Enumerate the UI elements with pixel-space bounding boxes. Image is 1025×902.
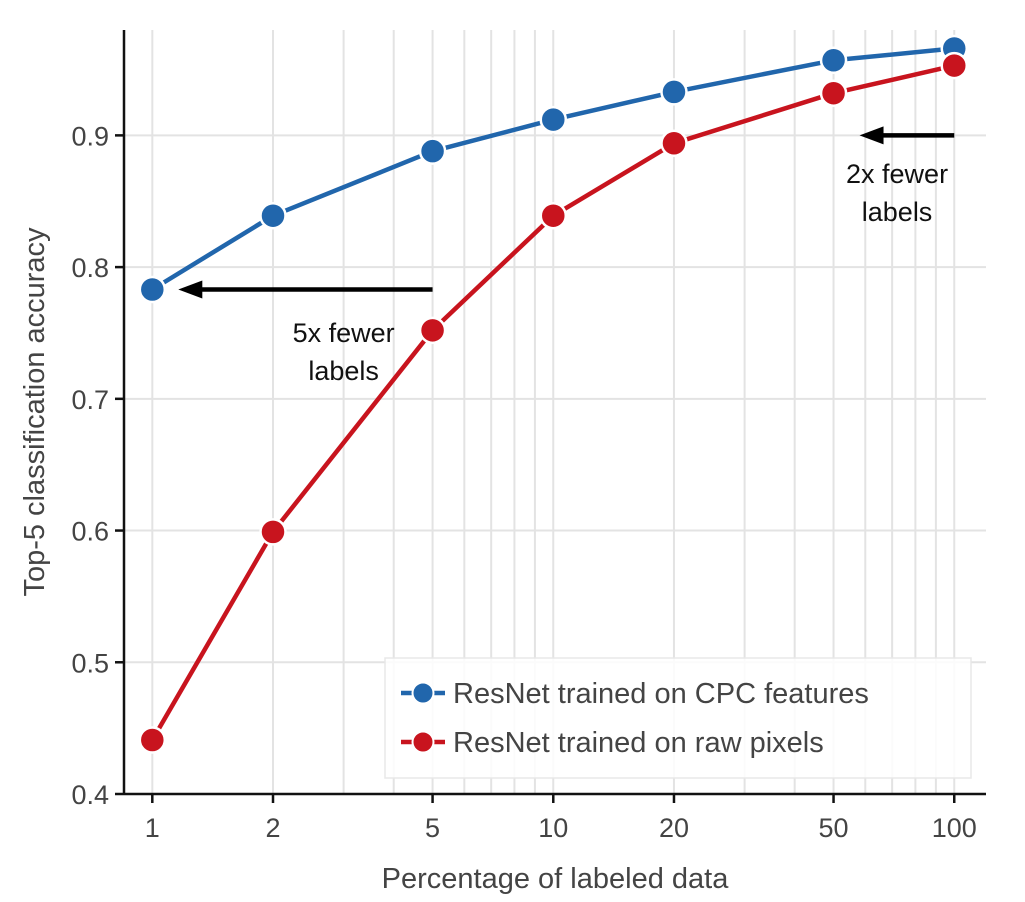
x-tick-label: 2: [265, 813, 280, 843]
annotations: 5x fewer labels 2x fewer labels: [178, 126, 955, 386]
series-group: [138, 34, 969, 754]
annotation-text: 2x fewer: [846, 159, 948, 189]
data-point-series-1: [660, 78, 688, 106]
data-point-series-1: [138, 275, 167, 304]
x-tick-label: 20: [659, 813, 689, 843]
x-tick-label: 100: [932, 813, 977, 843]
data-point-series-2: [539, 201, 568, 230]
y-tick-label: 0.4: [71, 780, 109, 810]
y-axis-label: Top-5 classification accuracy: [19, 227, 51, 597]
legend-label: ResNet trained on raw pixels: [453, 727, 824, 759]
legend-label: ResNet trained on CPC features: [453, 678, 869, 710]
y-tick-label: 0.7: [71, 385, 109, 415]
axis-ticks: 1 2 5 10 20 50 100 0.4 0.5 0.6 0.7 0.8 0.9: [71, 121, 976, 843]
x-tick-label: 10: [538, 813, 568, 843]
legend-marker: [411, 730, 435, 754]
data-point-series-1: [259, 201, 287, 230]
y-tick-label: 0.6: [71, 517, 109, 547]
data-point-series-1: [819, 46, 848, 75]
x-axis-label: Percentage of labeled data: [382, 863, 730, 895]
legend-marker: [411, 681, 435, 705]
y-tick-label: 0.5: [71, 648, 109, 678]
y-tick-label: 0.9: [71, 121, 109, 151]
data-point-series-2: [940, 51, 969, 80]
annotation-text: labels: [308, 356, 379, 386]
annotation-text: 5x fewer: [293, 318, 395, 348]
y-tick-label: 0.8: [71, 253, 109, 283]
axes: [122, 30, 986, 796]
data-point-series-2: [138, 726, 167, 754]
data-point-series-1: [418, 137, 447, 165]
annotation-arrowhead: [178, 280, 203, 299]
legend-box: [384, 657, 972, 779]
legend: ResNet trained on CPC features ResNet tra…: [384, 657, 972, 779]
x-tick-label: 50: [819, 813, 849, 843]
x-tick-label: 5: [425, 813, 440, 843]
data-point-series-2: [418, 316, 447, 345]
annotation-arrowhead: [859, 126, 884, 145]
x-tick-label: 1: [145, 813, 160, 843]
annotation-text: labels: [862, 197, 933, 227]
data-point-series-2: [660, 129, 688, 158]
data-point-series-2: [819, 79, 848, 107]
data-point-series-1: [539, 105, 568, 134]
data-point-series-2: [259, 518, 287, 546]
